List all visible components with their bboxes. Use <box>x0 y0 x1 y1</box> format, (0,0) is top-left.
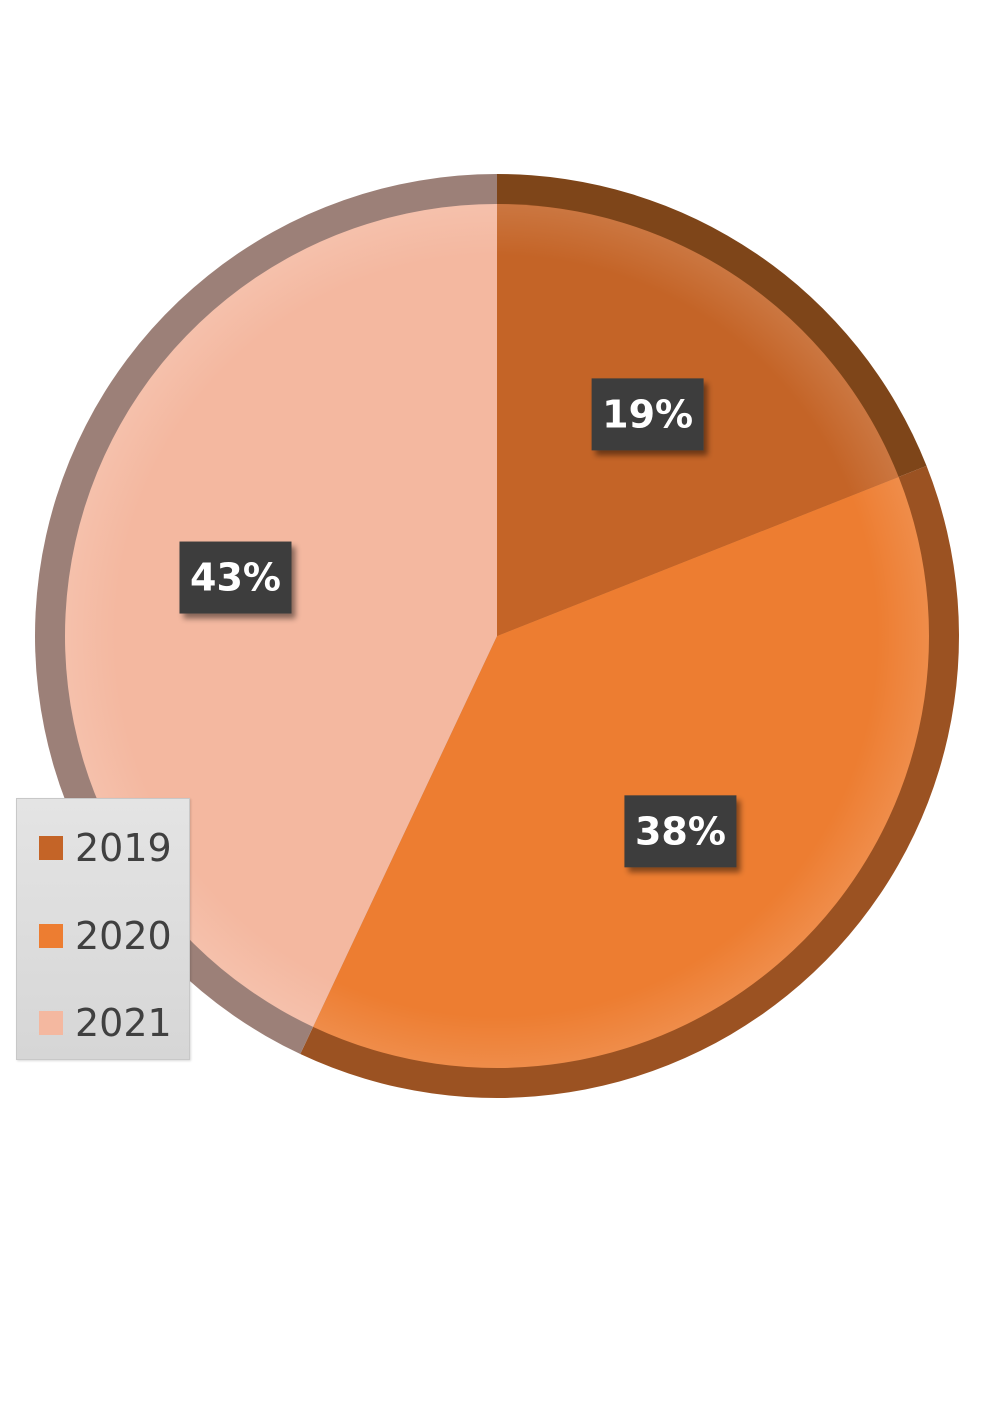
legend-item-2019: 2019 <box>39 823 172 873</box>
legend-label-2020: 2020 <box>75 914 172 958</box>
data-label-box-2021 <box>179 541 292 614</box>
legend-swatch-2019 <box>39 836 63 860</box>
pie-sheen <box>65 204 929 1068</box>
legend: 2019 2020 2021 <box>16 798 190 1060</box>
data-label-text-2021: 43% <box>190 556 281 600</box>
data-label-2021: 43% <box>179 541 292 614</box>
data-label-text-2019: 19% <box>602 392 693 436</box>
data-label-box-2019 <box>591 378 704 451</box>
data-label-2019: 19% <box>591 378 704 451</box>
data-label-2020: 38% <box>624 795 737 868</box>
legend-item-2020: 2020 <box>39 911 172 961</box>
data-label-box-2020 <box>624 795 737 868</box>
data-label-text-2020: 38% <box>635 809 726 853</box>
legend-label-2021: 2021 <box>75 1001 172 1045</box>
legend-item-2021: 2021 <box>39 998 172 1048</box>
legend-swatch-2020 <box>39 924 63 948</box>
legend-label-2019: 2019 <box>75 826 172 870</box>
legend-swatch-2021 <box>39 1011 63 1035</box>
